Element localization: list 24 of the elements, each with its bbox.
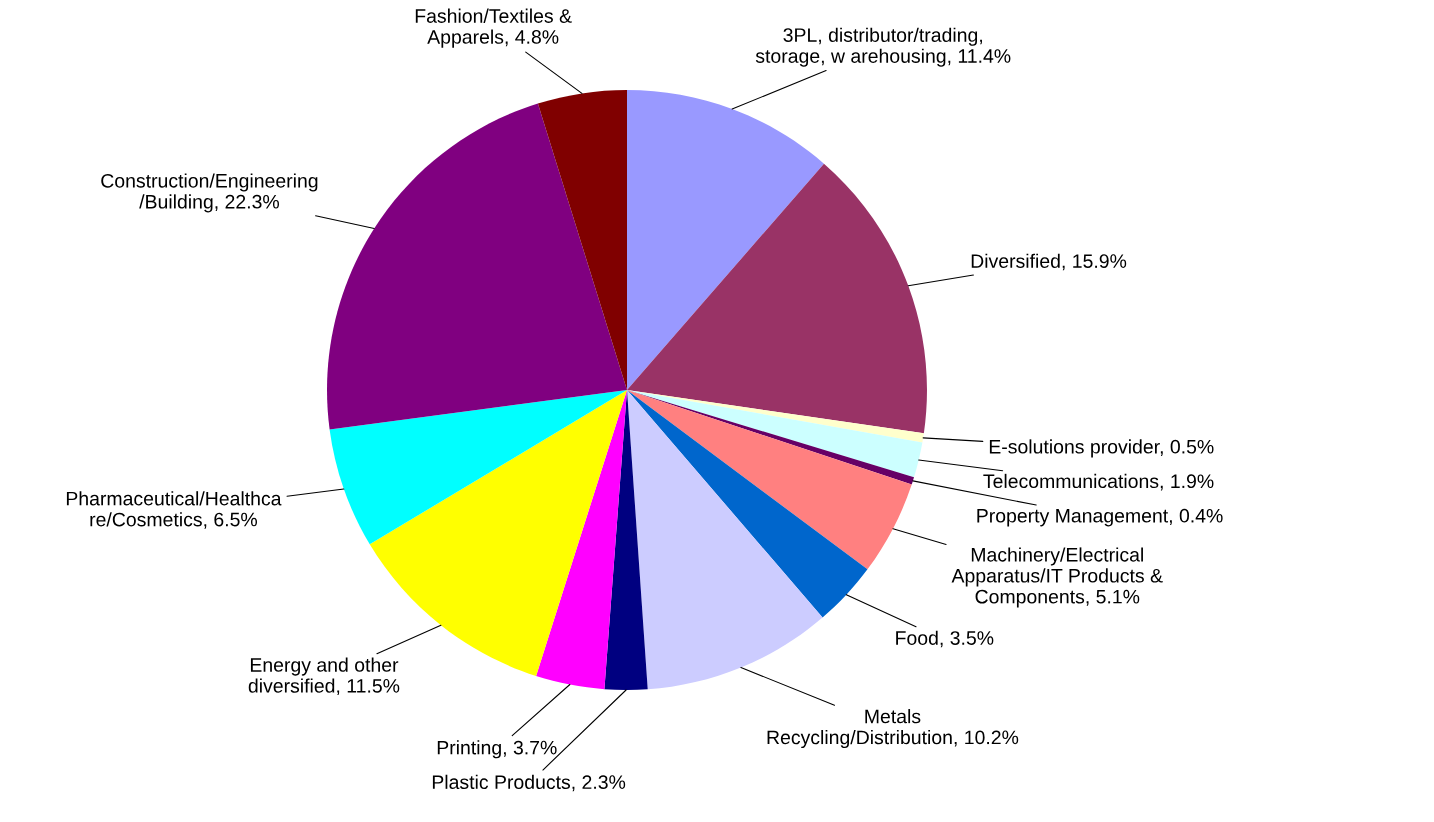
slice-label: Metals Recycling/Distribution, 10.2%: [767, 709, 1019, 749]
slice-label: Pharmaceutical/Healthca re/Cosmetics, 6.5%: [66, 491, 282, 529]
slice-label: Property Management, 0.4%: [977, 508, 1223, 527]
pie-slice: [627, 390, 924, 443]
slice-label: Telecommunications, 1.9%: [983, 473, 1214, 491]
pie-slice: [536, 390, 627, 690]
pie-slice: [327, 103, 627, 430]
slice-label: Construction/Engineering /Building, 22.3%: [101, 173, 318, 213]
pie-slice: [537, 90, 627, 390]
slice-label: Plastic Products, 2.3%: [432, 774, 626, 792]
pie-slice: [627, 390, 912, 570]
slice-label: Fashion/Textiles & Apparels, 4.8%: [415, 8, 572, 48]
slice-label: Energy and other diversified, 11.5%: [248, 657, 400, 696]
pie-slice: [627, 90, 824, 390]
pie-slice: [627, 163, 927, 434]
pie-slice: [329, 390, 627, 545]
slice-label: 3PL, distributor/trading, storage, w arehousing, 11.4%: [755, 27, 1011, 67]
slice-label: Food, 3.5%: [896, 630, 994, 648]
slice-label: Printing, 3.7%: [437, 740, 557, 759]
pie-slice: [627, 390, 823, 690]
pie-slice: [627, 390, 868, 618]
slice-label: E-solutions provider, 0.5%: [989, 439, 1214, 458]
slice-label: Machinery/Electrical Apparatus/IT Products & Components, 5.1%: [951, 547, 1163, 608]
slice-label: Diversified, 15.9%: [971, 253, 1127, 271]
